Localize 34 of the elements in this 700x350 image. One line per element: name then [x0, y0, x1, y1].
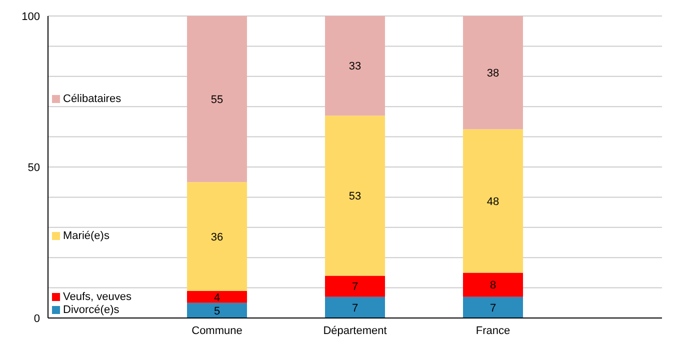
- y-tick-label: 0: [34, 312, 40, 325]
- y-tick-label: 50: [28, 162, 40, 174]
- bar: [325, 116, 385, 276]
- bar: [187, 302, 247, 318]
- data-label: 4: [214, 292, 220, 304]
- legend-label: Marié(e)s: [63, 229, 110, 244]
- x-tick-label: Commune: [192, 324, 242, 337]
- bar: [187, 182, 247, 291]
- data-label: 36: [210, 231, 224, 244]
- legend-label: Veufs, veuves: [63, 290, 132, 304]
- bar: [187, 290, 247, 303]
- data-label: 55: [210, 94, 224, 106]
- x-tick-label: France: [476, 324, 510, 337]
- data-label: 7: [352, 281, 358, 294]
- data-label: 38: [486, 67, 500, 80]
- data-label: 5: [214, 305, 220, 318]
- data-label: 53: [348, 190, 362, 203]
- bar: [325, 296, 385, 318]
- bar: [187, 16, 247, 182]
- bar: [463, 272, 523, 297]
- bar: [463, 129, 523, 273]
- y-tick-label: 100: [22, 10, 40, 23]
- data-label: 7: [490, 302, 496, 314]
- legend-label: Divorcé(e)s: [63, 303, 120, 318]
- data-label: 33: [348, 60, 362, 73]
- legend-label: Célibataires: [63, 92, 122, 106]
- data-label: 7: [352, 302, 358, 314]
- bar: [463, 16, 523, 130]
- x-tick-label: Département: [323, 324, 387, 337]
- data-label: 48: [486, 196, 500, 208]
- bar: [325, 16, 385, 116]
- data-label: 8: [490, 280, 496, 292]
- bar: [463, 296, 523, 318]
- bar: [325, 276, 385, 297]
